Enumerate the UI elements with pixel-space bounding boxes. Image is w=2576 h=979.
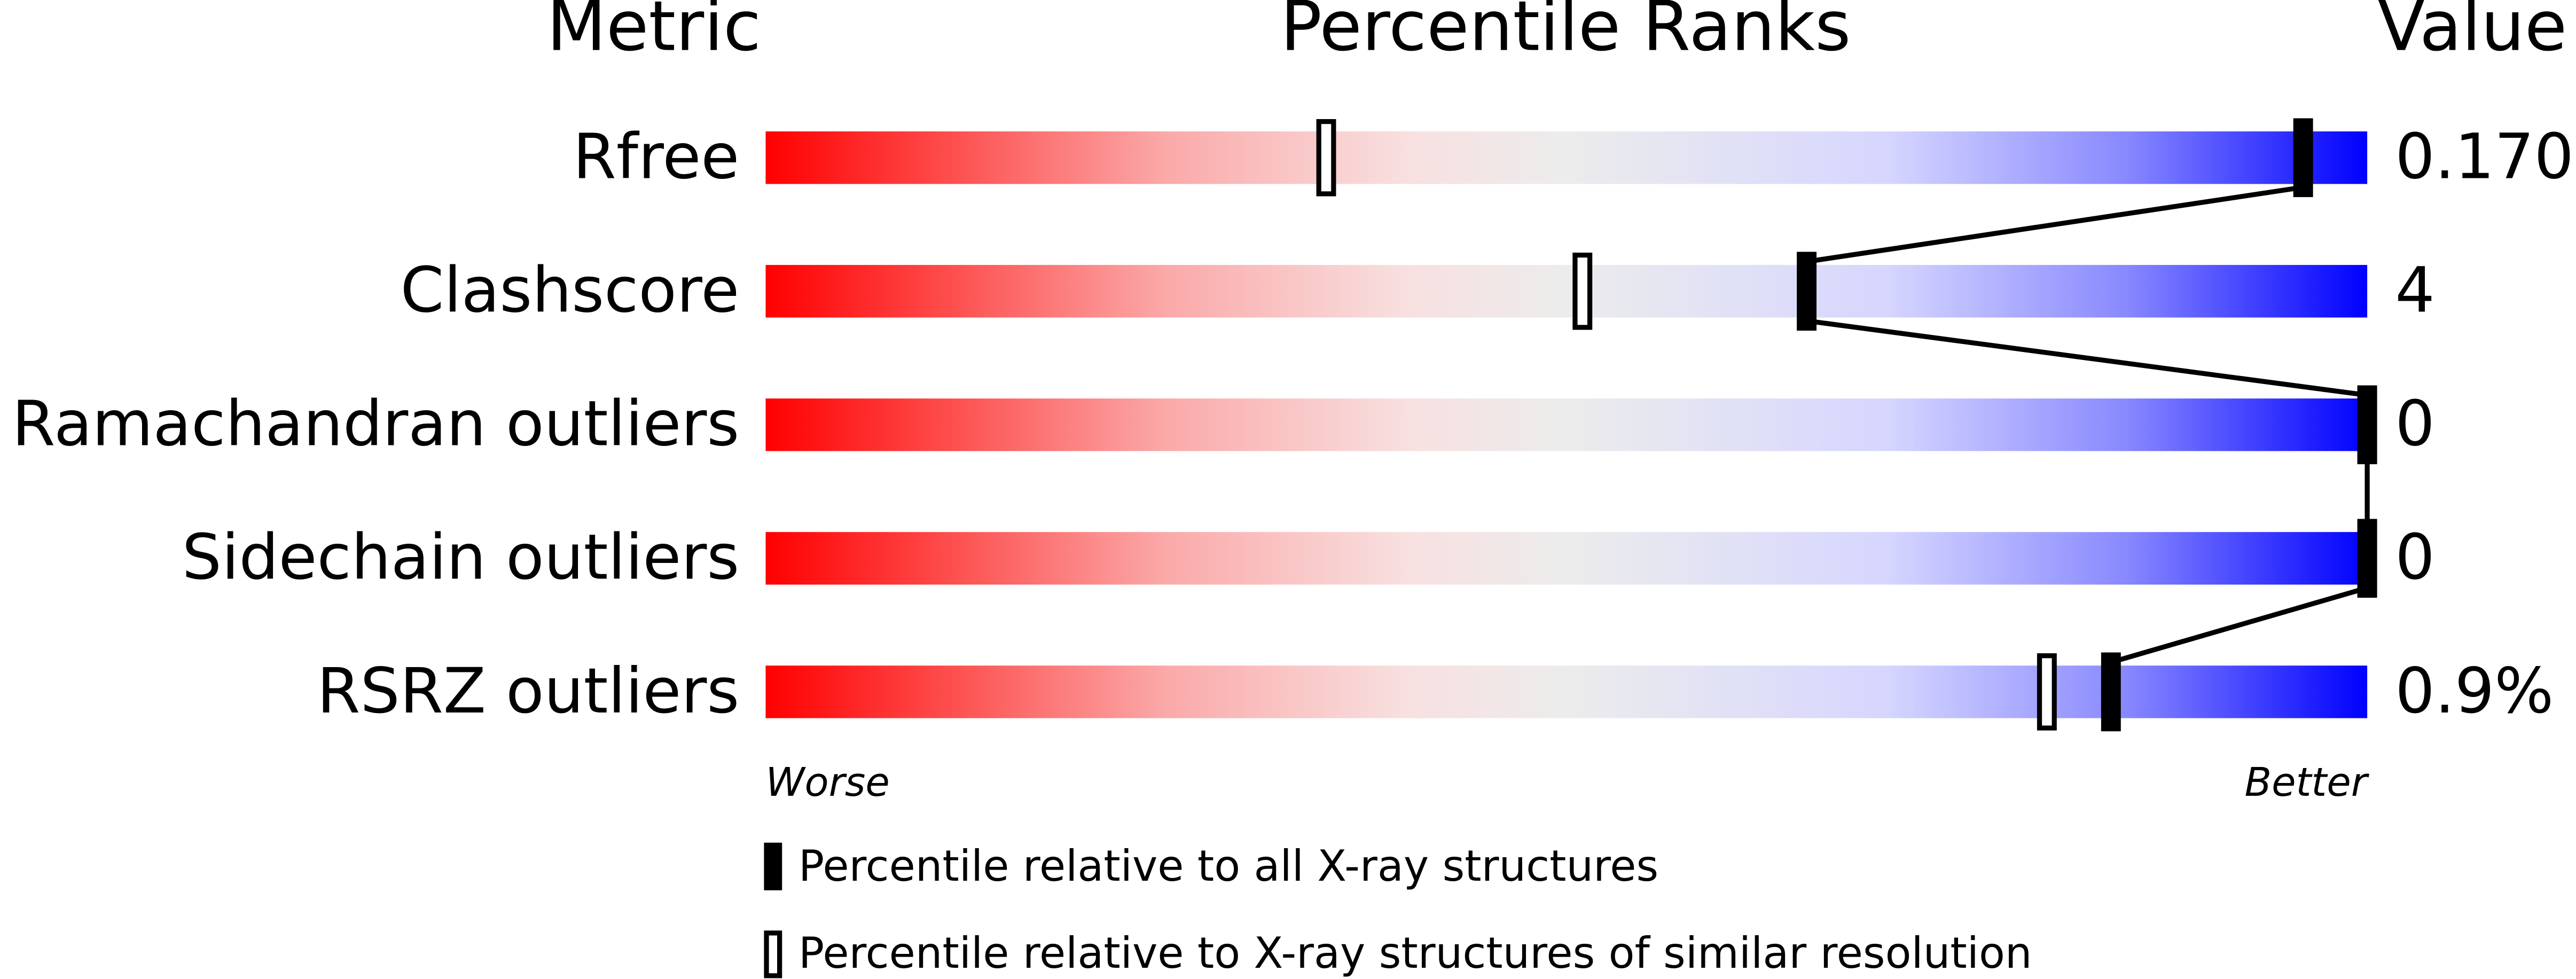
connector — [1806, 318, 2368, 398]
metric-value: 0.9% — [2395, 655, 2554, 727]
percentile-bar — [765, 265, 2368, 318]
marker-similar — [1572, 253, 1593, 330]
metric-header: Metric — [547, 0, 762, 67]
metric-label: RSRZ outliers — [317, 655, 739, 727]
worse-label: Worse — [765, 759, 889, 805]
legend-label: Percentile relative to all X-ray structu… — [798, 841, 1658, 891]
better-label: Better — [2244, 759, 2369, 805]
legend-icon — [764, 842, 782, 890]
metric-label: Sidechain outliers — [182, 521, 739, 594]
metric-label: Rfree — [573, 121, 740, 193]
percentile-bar — [765, 532, 2368, 585]
value-header: Value — [2378, 0, 2567, 67]
metric-value: 0 — [2395, 388, 2434, 460]
percentile-header: Percentile Ranks — [1280, 0, 1851, 67]
legend-icon — [764, 930, 782, 978]
marker-all — [2101, 652, 2121, 732]
marker-all — [2357, 519, 2377, 598]
metric-value: 4 — [2395, 254, 2434, 327]
percentile-bar — [765, 131, 2368, 184]
legend-label: Percentile relative to X-ray structures … — [798, 928, 2032, 978]
connector — [1806, 185, 2304, 264]
marker-all — [1797, 252, 1817, 331]
metric-label: Clashscore — [401, 254, 740, 327]
metric-value: 0.170 — [2395, 121, 2574, 193]
metric-label: Ramachandran outliers — [12, 388, 739, 460]
marker-similar — [1316, 119, 1336, 197]
marker-similar — [2037, 653, 2057, 731]
marker-all — [2357, 385, 2377, 465]
percentile-bar — [765, 398, 2368, 451]
metric-value: 0 — [2395, 521, 2434, 594]
marker-all — [2293, 118, 2313, 198]
percentile-bar — [765, 665, 2368, 718]
connector — [2110, 585, 2368, 665]
